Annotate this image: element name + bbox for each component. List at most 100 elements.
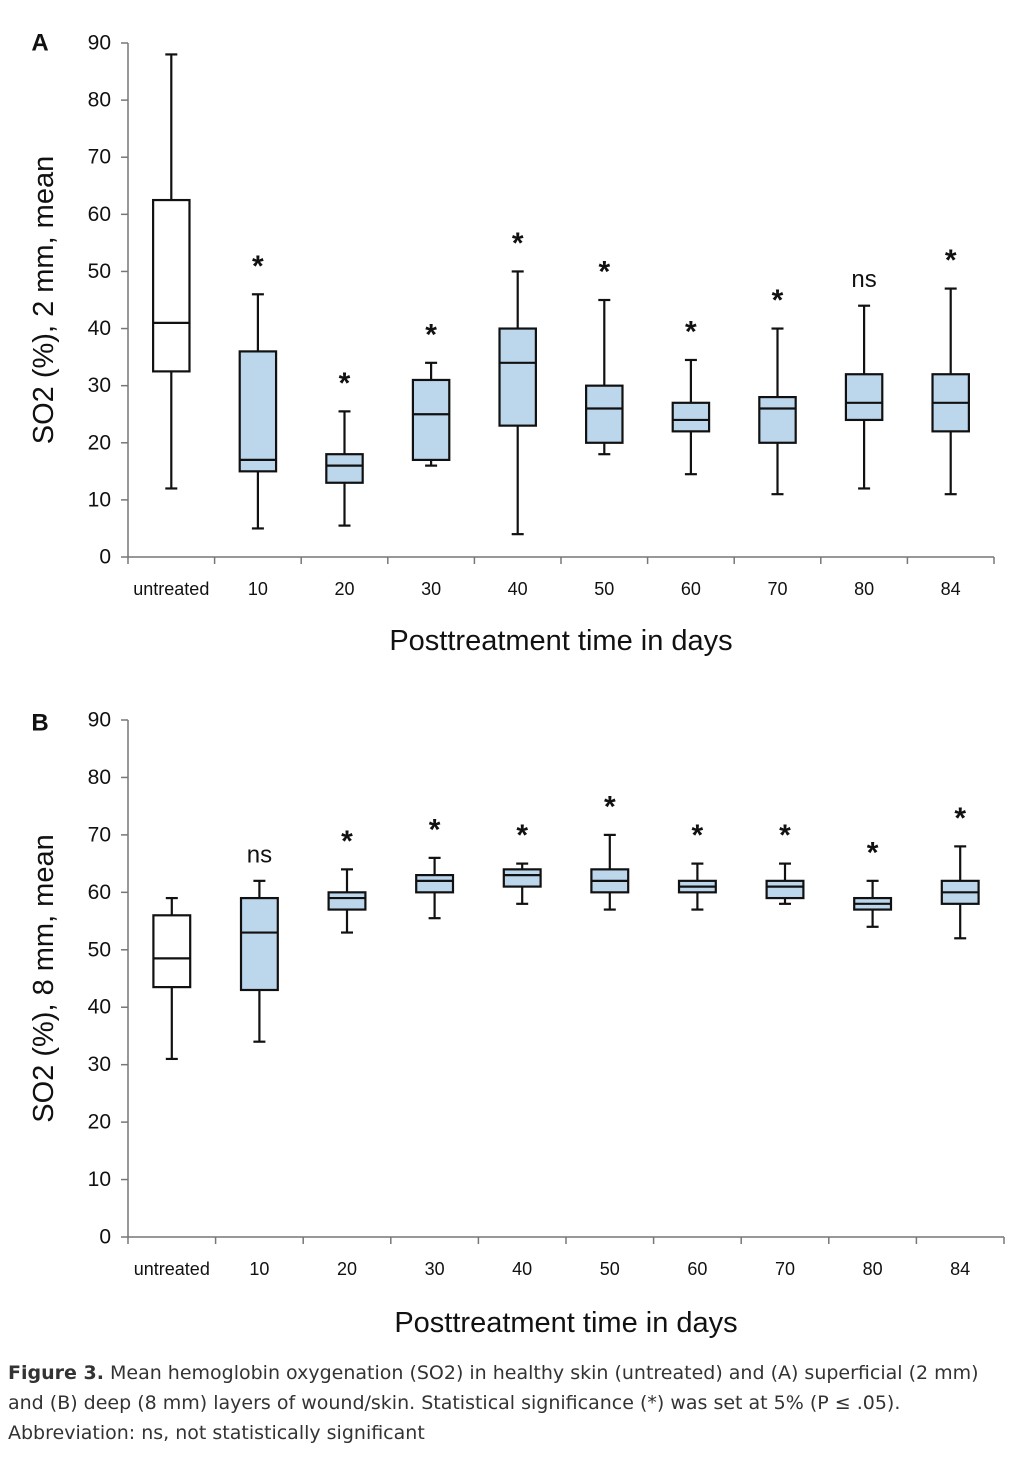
x-tick-label: 70 [767, 579, 787, 599]
y-tick-label: 40 [88, 996, 111, 1019]
significance-annotation: * [516, 819, 528, 852]
box-plot-30: * [411, 318, 451, 467]
y-tick-label: 0 [99, 1226, 111, 1249]
y-tick-label: 70 [88, 823, 111, 846]
x-tick-label: 50 [600, 1259, 620, 1279]
box-plot-80: * [853, 836, 893, 928]
box-iqr [327, 891, 367, 911]
box-iqr [765, 879, 805, 900]
significance-annotation: ns [247, 841, 272, 868]
y-tick-label: 30 [88, 374, 111, 397]
significance-annotation: * [954, 802, 966, 835]
box-iqr [758, 395, 797, 444]
box-plot-30: * [415, 813, 455, 920]
box-plot-80: ns [844, 266, 884, 490]
x-tick-label: 60 [681, 579, 701, 599]
panel-label: A [31, 30, 48, 57]
significance-annotation: * [604, 790, 616, 823]
x-tick-label: 50 [594, 579, 614, 599]
significance-annotation: * [429, 813, 441, 846]
y-tick-label: 20 [88, 1111, 111, 1134]
significance-annotation: * [425, 318, 437, 351]
x-tick-label: 80 [863, 1259, 883, 1279]
box-plot-40: * [502, 819, 542, 905]
box-iqr [325, 453, 364, 484]
y-tick-label: 80 [88, 89, 111, 112]
x-tick-label: 20 [337, 1259, 357, 1279]
x-tick-label: 10 [249, 1259, 269, 1279]
box-plot-20: * [327, 825, 367, 934]
significance-annotation: * [772, 284, 784, 317]
significance-annotation: * [779, 819, 791, 852]
significance-annotation: * [512, 227, 524, 260]
significance-annotation: ns [851, 266, 876, 293]
y-axis-title: SO2 (%), 8 mm, mean [28, 834, 60, 1122]
box-plot-70: * [765, 819, 805, 905]
box-iqr [411, 378, 451, 462]
x-tick-label: 80 [854, 579, 874, 599]
x-tick-label: 84 [941, 579, 961, 599]
y-tick-label: 10 [88, 488, 111, 511]
box-iqr [502, 868, 542, 888]
y-tick-label: 60 [88, 203, 111, 226]
panel-label: B [31, 710, 48, 737]
y-tick-label: 70 [88, 146, 111, 169]
caption-text: Mean hemoglobin oxygenation (SO2) in hea… [8, 1362, 979, 1444]
y-tick-label: 40 [88, 317, 111, 340]
x-tick-label: 20 [334, 579, 354, 599]
chart-panel-a: A 0 10 20 30 40 50 60 70 80 90 untreated 10 20 30 40 50 6… [28, 30, 995, 657]
box-plot-10: * [238, 250, 278, 530]
significance-annotation: * [685, 315, 697, 348]
significance-annotation: * [341, 825, 353, 858]
x-axis-title: Posttreatment time in days [394, 1307, 737, 1339]
x-tick-label: untreated [133, 579, 209, 599]
box-iqr [415, 873, 455, 894]
box-plot-60: * [671, 315, 711, 476]
box-iqr [671, 401, 711, 433]
x-tick-label: 84 [950, 1259, 970, 1279]
y-tick-label: 10 [88, 1168, 111, 1191]
x-axis-title: Posttreatment time in days [389, 625, 732, 657]
figure-caption: Figure 3. Mean hemoglobin oxygenation (S… [8, 1358, 1018, 1448]
y-tick-label: 0 [99, 546, 111, 569]
box-plot-40: * [498, 227, 537, 536]
box-plot-10: ns [239, 841, 279, 1043]
chart-panel-b: B 0 10 20 30 40 50 60 70 80 90 untreated 10 20 30 40 50 6… [28, 709, 1005, 1339]
significance-annotation: * [598, 256, 610, 289]
box-iqr [152, 914, 192, 989]
y-tick-label: 90 [88, 709, 111, 732]
box-iqr [585, 384, 624, 444]
y-tick-label: 20 [88, 431, 111, 454]
x-tick-label: 30 [425, 1259, 445, 1279]
box-iqr [152, 198, 191, 373]
x-tick-label: 40 [508, 579, 528, 599]
box-plot-84: * [931, 244, 970, 496]
box-iqr [239, 896, 279, 992]
box-plot-50: * [590, 790, 630, 911]
x-tick-label: untreated [134, 1259, 210, 1279]
caption-figure-label: Figure 3. [8, 1362, 104, 1384]
y-tick-label: 30 [88, 1053, 111, 1076]
box-plot-untreated [152, 896, 192, 1061]
x-tick-label: 40 [512, 1259, 532, 1279]
y-axis-title: SO2 (%), 2 mm, mean [28, 156, 60, 444]
significance-annotation: * [945, 244, 957, 277]
x-tick-label: 60 [687, 1259, 707, 1279]
box-plot-untreated [152, 53, 191, 490]
box-plot-50: * [585, 256, 624, 456]
significance-annotation: * [692, 819, 704, 852]
significance-annotation: * [867, 836, 879, 869]
y-tick-label: 60 [88, 881, 111, 904]
y-tick-label: 50 [88, 938, 111, 961]
significance-annotation: * [339, 367, 351, 400]
box-iqr [238, 350, 278, 473]
box-plot-60: * [677, 819, 717, 911]
y-tick-label: 50 [88, 260, 111, 283]
box-iqr [844, 373, 884, 422]
significance-annotation: * [252, 250, 264, 283]
figure-charts: A 0 10 20 30 40 50 60 70 80 90 untreated 10 20 30 40 50 6… [28, 30, 1005, 1339]
box-plot-84: * [940, 802, 980, 940]
x-tick-label: 30 [421, 579, 441, 599]
x-tick-label: 70 [775, 1259, 795, 1279]
box-plot-70: * [758, 284, 797, 496]
